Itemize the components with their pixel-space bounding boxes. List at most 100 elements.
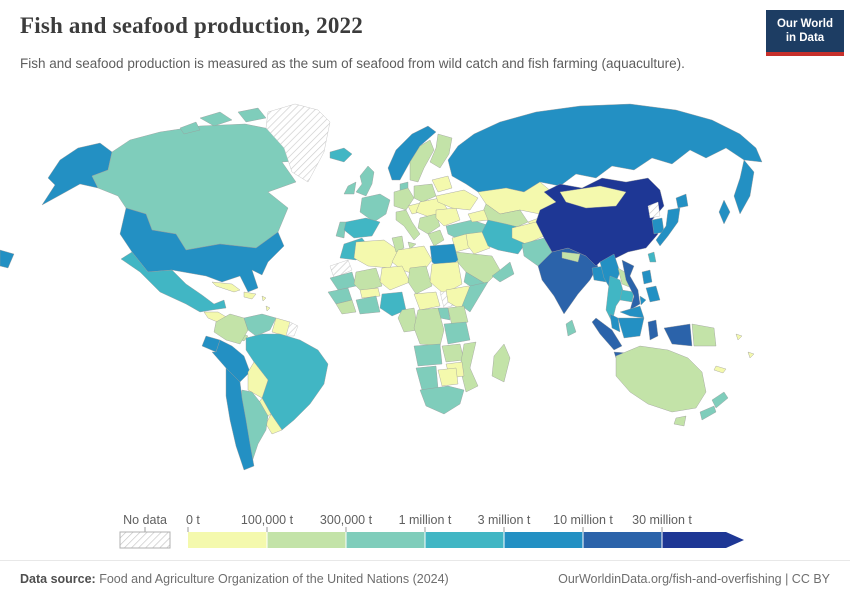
country-australia[interactable] — [615, 345, 707, 413]
country-philippines[interactable] — [639, 295, 647, 306]
country-russia-sakhalin[interactable] — [718, 199, 731, 225]
country-kenya[interactable] — [447, 305, 469, 327]
country-venezuela[interactable] — [243, 313, 277, 337]
country-bolivia[interactable] — [247, 361, 269, 399]
country-indonesia-sumatra[interactable] — [591, 317, 623, 351]
country-burkina-faso[interactable] — [359, 287, 381, 299]
country-baltics-belarus[interactable] — [431, 175, 453, 193]
country-poland[interactable] — [413, 183, 437, 203]
country-madagascar[interactable] — [491, 343, 511, 383]
legend-bin-5[interactable] — [583, 532, 662, 548]
country-ivory-coast-ghana[interactable] — [355, 295, 381, 315]
country-french-guiana[interactable] — [285, 321, 299, 337]
country-algeria[interactable] — [353, 239, 399, 269]
country-angola[interactable] — [413, 343, 443, 367]
owid-logo[interactable]: Our World in Data — [766, 10, 844, 56]
country-iraq[interactable] — [465, 231, 491, 255]
country-indonesia-kalimantan[interactable] — [617, 317, 645, 339]
country-norway[interactable] — [387, 125, 437, 181]
legend-no-data-swatch[interactable] — [119, 531, 171, 549]
country-tunisia[interactable] — [391, 235, 405, 253]
country-papua-new-guinea[interactable] — [691, 323, 717, 347]
legend-bin-6[interactable] — [662, 532, 726, 548]
country-vietnam[interactable] — [621, 259, 641, 311]
country-sri-lanka[interactable] — [565, 319, 577, 337]
country-canada-arctic-island[interactable] — [179, 121, 201, 135]
country-ukraine[interactable] — [435, 189, 479, 211]
country-fiji[interactable] — [735, 333, 743, 341]
country-cameroon-gabon[interactable] — [397, 307, 419, 333]
country-somalia[interactable] — [461, 281, 489, 313]
country-indonesia-sulawesi[interactable] — [647, 319, 659, 341]
country-new-caledonia[interactable] — [713, 365, 727, 374]
country-cambodia[interactable] — [619, 289, 635, 303]
country-new-zealand-south[interactable] — [699, 405, 717, 421]
country-hispaniola[interactable] — [243, 291, 257, 300]
country-romania-bulgaria[interactable] — [435, 207, 461, 227]
country-united-kingdom[interactable] — [355, 165, 375, 197]
country-cuba[interactable] — [211, 281, 241, 293]
country-indonesia-west-papua[interactable] — [663, 323, 693, 347]
legend-bin-6-arrow — [726, 532, 744, 548]
country-uruguay[interactable] — [265, 413, 283, 435]
legend-bin-3[interactable] — [425, 532, 504, 548]
country-greece[interactable] — [427, 229, 445, 247]
legend-bin-2[interactable] — [346, 532, 425, 548]
country-iceland[interactable] — [329, 147, 353, 163]
country-botswana[interactable] — [437, 367, 459, 387]
country-tasmania[interactable] — [673, 415, 687, 427]
country-canada-arctic-island[interactable] — [237, 107, 267, 123]
country-mexico[interactable] — [120, 251, 227, 313]
country-south-africa[interactable] — [419, 385, 465, 415]
country-japan-honshu[interactable] — [655, 207, 681, 247]
country-colombia[interactable] — [213, 313, 249, 345]
legend-bin-label-3: 1 million t — [399, 513, 452, 527]
country-pacific-island[interactable] — [747, 351, 755, 359]
country-chile[interactable] — [225, 367, 255, 471]
legend-bin-1[interactable] — [267, 532, 346, 548]
legend-bin-0[interactable] — [188, 532, 267, 548]
country-ireland[interactable] — [343, 181, 357, 195]
country-sweden[interactable] — [409, 139, 435, 183]
country-balkans[interactable] — [417, 213, 441, 235]
country-finland[interactable] — [429, 133, 453, 169]
country-namibia[interactable] — [415, 365, 439, 391]
country-france[interactable] — [359, 193, 391, 223]
country-chad[interactable] — [407, 265, 433, 295]
country-mongolia[interactable] — [559, 185, 627, 209]
country-dr-congo[interactable] — [413, 307, 445, 347]
country-nepal[interactable] — [561, 251, 581, 263]
country-portugal[interactable] — [335, 221, 347, 239]
country-hawaii-usa[interactable] — [0, 249, 15, 269]
owid-credit-link[interactable]: OurWorldinData.org/fish-and-overfishing … — [558, 572, 830, 586]
country-taiwan[interactable] — [647, 251, 657, 263]
country-philippines[interactable] — [641, 269, 653, 285]
legend-bin-label-1: 100,000 t — [241, 513, 294, 527]
country-new-zealand-north[interactable] — [711, 391, 729, 409]
country-zambia[interactable] — [441, 343, 465, 363]
owid-logo-line1: Our World — [776, 18, 833, 30]
country-italy[interactable] — [395, 209, 421, 241]
country-north-korea[interactable] — [647, 201, 661, 219]
country-lesser-antilles[interactable] — [265, 305, 271, 312]
country-sierra-leone-liberia[interactable] — [335, 299, 357, 315]
country-western-sahara[interactable] — [329, 259, 353, 279]
country-japan-hokkaido[interactable] — [675, 193, 689, 209]
country-tanzania[interactable] — [443, 321, 471, 345]
country-philippines[interactable] — [645, 285, 661, 303]
country-greenland[interactable] — [265, 103, 331, 183]
country-russia-kamchatka[interactable] — [733, 159, 755, 215]
country-lesser-antilles[interactable] — [261, 295, 267, 302]
country-malaysia-peninsula[interactable] — [609, 313, 621, 333]
country-thailand[interactable] — [605, 275, 625, 323]
country-oman[interactable] — [491, 261, 515, 283]
country-nigeria[interactable] — [379, 291, 407, 317]
country-canada-arctic-island[interactable] — [199, 111, 233, 127]
country-niger[interactable] — [379, 265, 411, 291]
country-germany[interactable] — [393, 187, 415, 211]
country-central-african-republic[interactable] — [413, 291, 441, 311]
country-sicily[interactable] — [407, 241, 417, 250]
country-spain[interactable] — [343, 217, 381, 239]
legend-bin-4[interactable] — [504, 532, 583, 548]
country-afghanistan[interactable] — [511, 221, 545, 245]
